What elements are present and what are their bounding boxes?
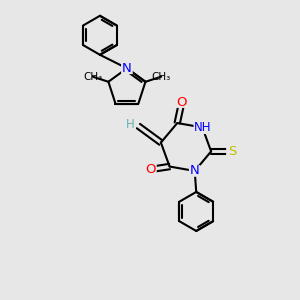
Text: O: O [145,163,155,176]
Text: O: O [176,95,187,109]
Text: N: N [190,164,200,178]
FancyBboxPatch shape [226,146,239,157]
FancyBboxPatch shape [194,121,211,134]
Text: CH₃: CH₃ [83,72,102,82]
Text: S: S [229,145,237,158]
FancyBboxPatch shape [121,62,133,74]
FancyBboxPatch shape [175,96,188,108]
Text: H: H [126,118,134,131]
Text: NH: NH [194,121,211,134]
FancyBboxPatch shape [143,164,157,176]
FancyBboxPatch shape [124,119,136,130]
FancyBboxPatch shape [189,165,201,177]
Text: N: N [122,62,132,75]
Text: CH₃: CH₃ [152,72,171,82]
